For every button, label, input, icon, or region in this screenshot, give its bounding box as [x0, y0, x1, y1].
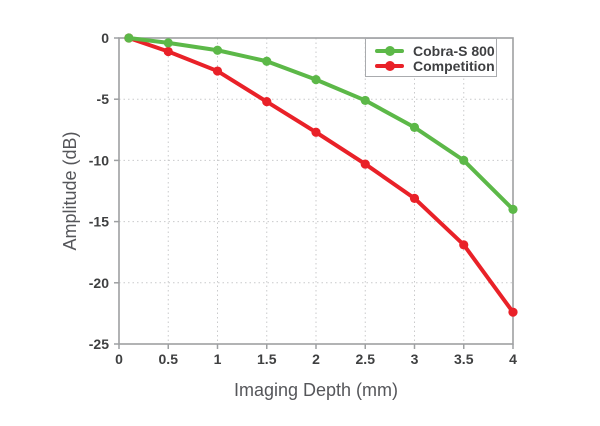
series-line-1	[126, 36, 515, 315]
y-axis-label: Amplitude (dB)	[60, 131, 80, 250]
legend-line-marker-green-icon	[375, 45, 404, 56]
data-point-marker	[360, 95, 370, 106]
data-series	[124, 33, 518, 317]
x-tick-label: 2.5	[356, 351, 376, 367]
data-point-marker	[459, 240, 469, 250]
legend-line-marker-red-icon	[375, 60, 404, 71]
y-tick-label: -20	[89, 275, 109, 291]
x-tick-label: 0	[115, 351, 123, 367]
axis-ticks: 0 0.5 1 1.5 2 2.5 3 3.5 4 0 -5 -10 -15 -20 -25	[89, 30, 517, 367]
legend-label-competition: Competition	[413, 57, 495, 74]
data-point-marker	[508, 204, 518, 214]
x-axis-label: Imaging Depth (mm)	[234, 380, 398, 400]
x-tick-label: 1.5	[257, 351, 277, 367]
data-point-marker	[409, 193, 420, 203]
data-point-marker	[124, 33, 134, 43]
x-tick-label: 0.5	[159, 351, 179, 367]
data-point-marker	[212, 45, 223, 55]
data-point-marker	[360, 159, 370, 169]
x-tick-label: 1	[214, 351, 222, 367]
x-tick-label: 2	[312, 351, 320, 367]
legend-dot-green	[384, 45, 395, 56]
x-tick-label: 3.5	[454, 351, 474, 367]
x-tick-label: 4	[509, 351, 517, 367]
legend-item-cobra-s-800: Cobra-S 800	[375, 43, 495, 59]
data-point-marker	[508, 307, 518, 317]
data-point-marker	[163, 46, 173, 57]
data-point-marker	[311, 75, 321, 85]
legend: Cobra-S 800 Competition	[365, 38, 497, 77]
legend-dot-red	[384, 60, 395, 71]
y-tick-label: -5	[97, 91, 110, 107]
legend-label-cobra-s-800: Cobra-S 800	[413, 42, 495, 59]
x-tick-label: 3	[411, 351, 419, 367]
data-point-marker	[163, 38, 173, 48]
y-tick-label: -25	[89, 336, 109, 352]
data-point-marker	[262, 56, 272, 66]
y-tick-label: -10	[89, 152, 109, 168]
data-point-marker	[311, 127, 321, 137]
y-tick-label: 0	[101, 30, 109, 46]
data-point-marker	[212, 66, 223, 76]
data-point-marker	[262, 97, 272, 107]
data-point-marker	[459, 155, 469, 165]
y-tick-label: -15	[89, 214, 109, 230]
gridlines	[119, 38, 513, 344]
data-point-marker	[409, 122, 420, 132]
legend-item-competition: Competition	[375, 58, 495, 74]
